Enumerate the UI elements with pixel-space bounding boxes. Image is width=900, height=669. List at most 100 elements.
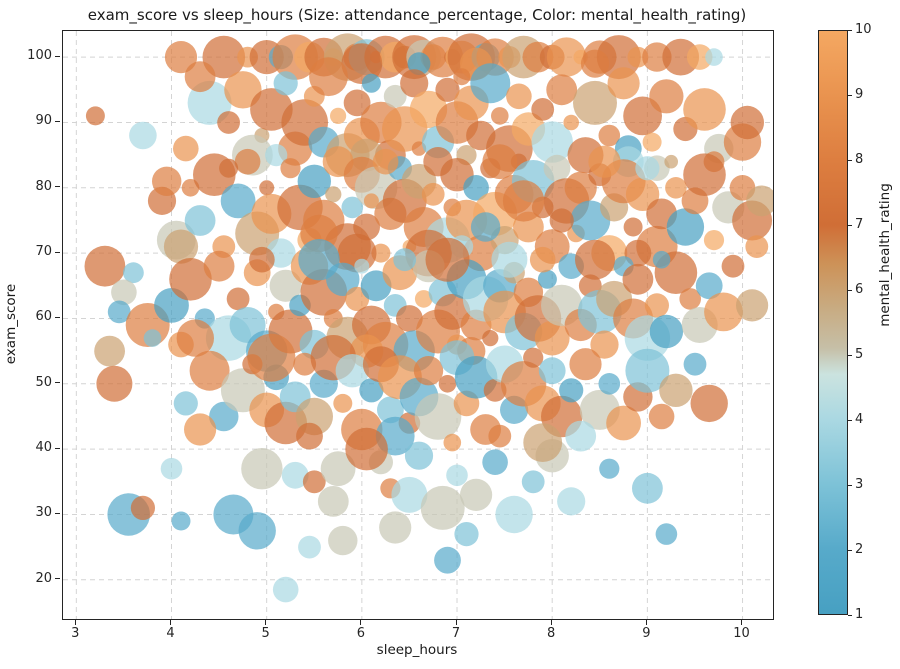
data-point (184, 205, 216, 236)
colorbar-label: mental_health_rating (877, 183, 893, 327)
data-point (383, 84, 407, 108)
data-point (359, 378, 384, 403)
data-point (269, 269, 302, 302)
data-point (404, 441, 434, 470)
colorbar-tick-mark (848, 94, 852, 96)
y-tick-label: 70 (35, 244, 52, 260)
x-tick-mark (645, 620, 647, 625)
data-point (482, 330, 499, 347)
data-point (189, 350, 230, 391)
data-point (454, 522, 479, 547)
data-point (184, 61, 216, 93)
data-point (343, 89, 371, 117)
data-point (320, 451, 356, 487)
x-tick-mark (169, 620, 171, 625)
colorbar-tick-label: 3 (855, 477, 864, 492)
colorbar-tick-label: 9 (855, 87, 864, 102)
data-point (298, 239, 340, 281)
y-tick-label: 100 (27, 48, 52, 64)
data-point (683, 88, 726, 131)
data-point (570, 200, 611, 241)
colorbar-tick-mark (848, 224, 852, 226)
data-point (623, 96, 662, 136)
data-point (730, 105, 764, 140)
data-point (129, 121, 157, 150)
data-point (438, 375, 457, 393)
x-tick-mark (360, 620, 362, 625)
colorbar-tick-label: 7 (855, 217, 864, 232)
data-point (265, 144, 288, 167)
data-point (598, 373, 621, 395)
data-point (644, 293, 670, 318)
x-tick-label: 4 (166, 626, 175, 641)
data-point (588, 145, 621, 178)
colorbar-tick-mark (848, 289, 852, 291)
data-point (683, 153, 726, 196)
data-point (679, 288, 701, 310)
data-point (482, 449, 508, 476)
data-point (649, 314, 684, 349)
colorbar (818, 30, 848, 615)
data-point (563, 114, 579, 131)
data-point (249, 246, 275, 273)
data-point (309, 57, 348, 97)
data-point (607, 67, 640, 100)
colorbar-tick-mark (848, 419, 852, 421)
data-point (328, 525, 358, 556)
data-point (549, 208, 574, 233)
data-point (470, 63, 511, 104)
data-point (107, 300, 131, 324)
y-tick-label: 50 (35, 374, 52, 390)
colorbar-tick-mark (848, 549, 852, 551)
data-point (703, 230, 725, 251)
data-point (491, 107, 509, 125)
data-point (666, 208, 705, 246)
data-point (391, 476, 428, 513)
data-point (317, 486, 349, 517)
data-point (523, 347, 544, 368)
data-point (683, 352, 707, 376)
data-point (296, 422, 323, 450)
data-point (273, 71, 298, 96)
data-point (482, 144, 518, 180)
data-point (220, 183, 256, 219)
data-point (635, 156, 660, 181)
data-point (569, 348, 602, 381)
x-tick-label: 5 (261, 626, 270, 641)
y-axis-label: exam_score (3, 283, 19, 365)
colorbar-tick-label: 10 (855, 22, 872, 37)
data-point (648, 403, 675, 430)
colorbar-tick-label: 6 (855, 282, 864, 297)
data-point (152, 166, 182, 196)
y-tick-mark (55, 120, 60, 122)
data-point (163, 229, 199, 264)
data-point (543, 154, 571, 182)
data-point (219, 158, 239, 178)
colorbar-tick-mark (848, 614, 852, 616)
data-point (272, 576, 299, 603)
data-point (353, 213, 380, 241)
data-point (537, 269, 557, 289)
x-tick-mark (74, 620, 76, 625)
data-points (84, 33, 773, 603)
data-point (234, 148, 261, 175)
x-axis-label: sleep_hours (376, 642, 458, 658)
y-tick-mark (55, 186, 60, 188)
data-point (164, 41, 198, 74)
data-point (379, 511, 412, 544)
y-tick-label: 20 (35, 570, 52, 586)
data-point (642, 132, 662, 152)
data-point (521, 470, 545, 494)
data-point (546, 74, 578, 106)
data-point (143, 329, 162, 347)
plot-area (62, 30, 774, 620)
data-point (414, 393, 462, 440)
x-tick-mark (455, 620, 457, 625)
data-point (443, 433, 462, 452)
y-tick-label: 60 (35, 309, 52, 325)
data-point (565, 420, 597, 452)
colorbar-tick-label: 8 (855, 152, 864, 167)
colorbar-tick-label: 5 (855, 347, 864, 362)
data-point (745, 235, 769, 258)
data-point (690, 384, 728, 423)
